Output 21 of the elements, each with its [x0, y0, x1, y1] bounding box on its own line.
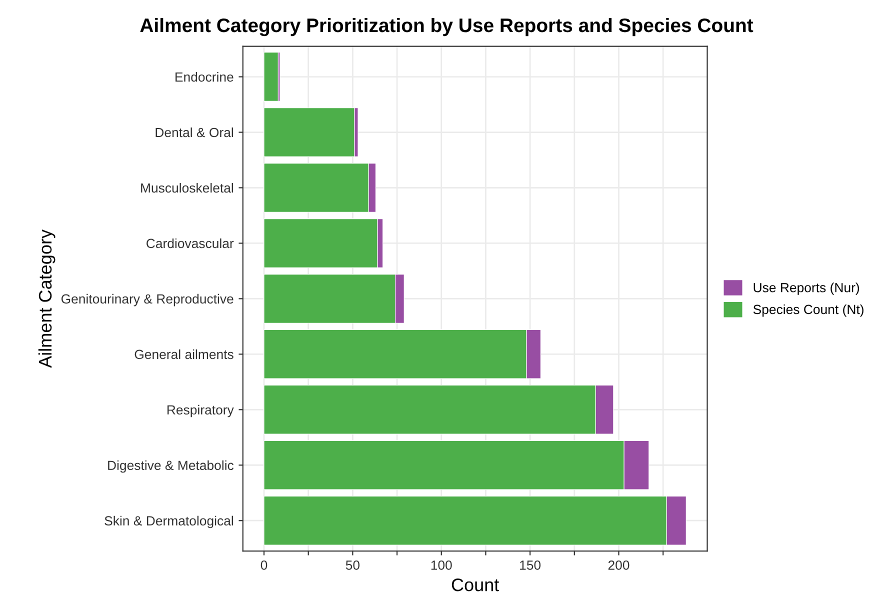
y-tick-label: Dental & Oral — [156, 127, 233, 138]
x-tick-label: 150 — [520, 560, 541, 570]
y-axis-title: Ailment Category — [38, 229, 56, 368]
y-tick-label: Cardiovascular — [146, 238, 234, 248]
x-tick-label: 100 — [431, 560, 452, 570]
y-tick-label: Endocrine — [176, 72, 234, 82]
x-axis-title: Count — [452, 578, 500, 592]
bar — [264, 52, 278, 102]
y-tick-label: Digestive & Metabolic — [108, 460, 234, 473]
bar — [264, 108, 355, 157]
y-tick-label: Skin & Dermatological — [104, 516, 233, 528]
x-tick-label: 50 — [346, 560, 360, 570]
chart-title: Ailment Category Prioritization by Use Reports and Species Count — [140, 18, 754, 36]
x-tick-label: 200 — [608, 560, 630, 570]
legend-label: Species Count (Nt) — [753, 304, 864, 317]
y-tick-label: Genitourinary & Reproductive — [61, 294, 234, 306]
y-tick-label: Respiratory — [167, 404, 234, 418]
legend-label: Use Reports (Nur) — [754, 282, 860, 295]
y-tick-label: Musculoskeletal — [141, 182, 233, 193]
y-tick-label: General ailments — [134, 349, 234, 360]
x-tick-label: 0 — [260, 560, 268, 570]
